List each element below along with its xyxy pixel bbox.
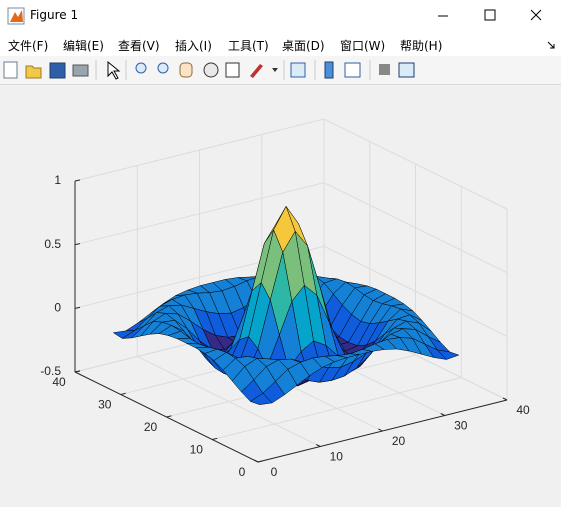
x-tick-label: 40 bbox=[516, 403, 530, 417]
menu-item[interactable]: 查看(V) bbox=[118, 39, 160, 53]
new-button[interactable] bbox=[3, 61, 18, 79]
maximize-button[interactable] bbox=[484, 9, 496, 21]
x-tick bbox=[378, 428, 383, 432]
x-tick-label: 10 bbox=[330, 450, 344, 464]
surface-face bbox=[250, 393, 273, 405]
y-tick-label: 0 bbox=[239, 465, 246, 479]
x-tick bbox=[253, 459, 259, 463]
zoom-out-button[interactable] bbox=[157, 62, 169, 74]
z-tick-label: 1 bbox=[54, 173, 61, 187]
x-tick bbox=[316, 444, 321, 447]
print-button[interactable] bbox=[72, 64, 89, 77]
grid-line bbox=[212, 186, 462, 440]
toolbar bbox=[0, 56, 561, 85]
rotate-button[interactable] bbox=[203, 62, 219, 78]
x-tick bbox=[502, 397, 508, 401]
menu-item[interactable]: 插入(I) bbox=[175, 39, 212, 53]
z-tick-label: 0.5 bbox=[44, 237, 61, 251]
z-tick-label: 0 bbox=[54, 301, 61, 315]
x-tick bbox=[440, 413, 445, 416]
menu-bar: 文件(F) 编辑(E) 查看(V) 插入(I) 工具(T) 桌面(D) 窗口(W… bbox=[0, 32, 561, 56]
y-tick-label: 30 bbox=[98, 398, 112, 412]
y-tick bbox=[74, 370, 81, 373]
menu-item[interactable]: 桌面(D) bbox=[282, 39, 325, 53]
y-tick-label: 40 bbox=[52, 375, 66, 389]
x-tick-label: 30 bbox=[454, 419, 468, 433]
z-tick bbox=[74, 306, 81, 309]
app-icon-logo bbox=[10, 10, 23, 22]
grid-line bbox=[74, 118, 508, 210]
y-tick bbox=[212, 437, 218, 440]
legend-button[interactable] bbox=[344, 62, 361, 78]
toolbar-icons bbox=[3, 60, 415, 80]
x-tick-label: 0 bbox=[271, 465, 278, 479]
y-tick bbox=[166, 415, 172, 418]
title-controls bbox=[7, 7, 542, 25]
select-button[interactable] bbox=[107, 60, 121, 80]
show-tools-button[interactable] bbox=[398, 62, 415, 78]
brush-dropdown[interactable] bbox=[272, 68, 278, 72]
menu-item[interactable]: 帮助(H) bbox=[400, 39, 443, 53]
zoom-in-button[interactable] bbox=[135, 62, 147, 74]
menu-item[interactable]: 工具(T) bbox=[228, 39, 269, 53]
title-bar: Figure 1 bbox=[0, 0, 561, 32]
datatip-button[interactable] bbox=[225, 62, 240, 78]
link-button[interactable] bbox=[290, 62, 306, 78]
menu-item[interactable]: 文件(F) bbox=[8, 39, 49, 53]
y-tick-label: 10 bbox=[190, 443, 204, 457]
close-button[interactable] bbox=[530, 9, 542, 21]
pan-button[interactable] bbox=[179, 62, 193, 78]
menu-item[interactable]: 编辑(E) bbox=[63, 39, 104, 53]
x-tick-label: 20 bbox=[392, 434, 406, 448]
hide-tools-button[interactable] bbox=[379, 64, 390, 75]
y-tick-label: 20 bbox=[144, 420, 158, 434]
save-button[interactable] bbox=[49, 62, 66, 79]
y-tick bbox=[257, 460, 264, 463]
dock-arrow[interactable] bbox=[546, 40, 556, 50]
open-button[interactable] bbox=[25, 65, 42, 79]
brush-button[interactable] bbox=[250, 64, 263, 78]
colorbar-button[interactable] bbox=[324, 61, 334, 79]
y-tick bbox=[120, 392, 126, 395]
window-title: Figure 1 bbox=[30, 8, 79, 22]
z-tick bbox=[74, 243, 81, 246]
menu-item[interactable]: 窗口(W) bbox=[340, 39, 386, 53]
z-tick-label: -0.5 bbox=[40, 364, 61, 378]
z-tick bbox=[74, 179, 81, 182]
